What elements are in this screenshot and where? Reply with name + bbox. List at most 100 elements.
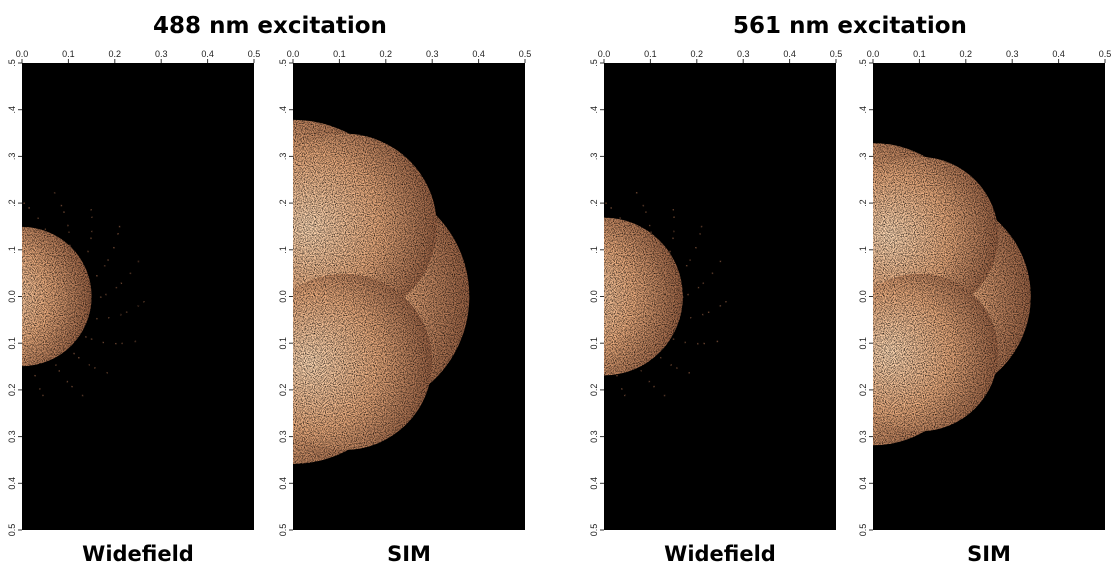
speckle-dot xyxy=(91,216,93,218)
x-tick-label: 0.0 xyxy=(867,49,880,59)
speckle-dot xyxy=(544,332,546,334)
x-tick-label: 0.2 xyxy=(960,49,973,59)
speckle-dot xyxy=(670,364,672,366)
speckle-dot xyxy=(71,385,73,388)
speckle-dot xyxy=(85,336,87,338)
speckle-dot xyxy=(37,217,39,219)
speckle-dot xyxy=(703,342,705,345)
speckle-dot xyxy=(687,293,689,296)
y-tick-label: .3 xyxy=(278,153,288,161)
speckle-dot xyxy=(9,355,11,357)
y-tick-label: .3 xyxy=(589,153,599,161)
x-tick-label: 0.0 xyxy=(16,49,29,59)
speckle-dot xyxy=(580,275,582,277)
x-tick-label: 0.5 xyxy=(248,49,261,59)
x-tick-label: 0.3 xyxy=(155,49,168,59)
speckle-dot xyxy=(107,317,110,319)
speckle-dot xyxy=(689,259,691,261)
speckle-dot xyxy=(118,225,121,228)
speckle-dot xyxy=(0,297,1,299)
x-tick-label: 0.1 xyxy=(913,49,926,59)
y-tick-label: .1 xyxy=(589,246,599,254)
speckle-dot xyxy=(117,233,119,235)
x-tick-label: 0.5 xyxy=(519,49,532,59)
panel-label: Widefield xyxy=(82,542,194,566)
speckle-dot xyxy=(87,250,89,253)
speckle-dot xyxy=(42,394,44,397)
speckle-dot xyxy=(649,224,651,227)
speckle-dot xyxy=(591,255,593,257)
y-tick-label: .5 xyxy=(589,59,599,67)
speckle-dot xyxy=(103,265,106,267)
speckle-dot xyxy=(67,224,69,227)
speckle-dot xyxy=(3,253,5,255)
speckle-dot xyxy=(99,296,102,298)
speckle-dot xyxy=(34,374,36,377)
speckle-dot xyxy=(571,302,573,304)
speckle-dot xyxy=(90,209,93,211)
speckle-dot xyxy=(616,374,618,377)
speckle-dot xyxy=(590,369,592,371)
y-tick-label: .4 xyxy=(7,106,17,114)
speckle-dot xyxy=(696,342,699,345)
speckle-dot xyxy=(129,272,132,275)
speckle-dot xyxy=(134,340,137,343)
psf-lobe xyxy=(293,273,433,451)
psf-lobe xyxy=(22,226,92,367)
x-tick-label: 0.1 xyxy=(62,49,75,59)
x-tick-label: 0.1 xyxy=(644,49,657,59)
speckle-dot xyxy=(94,367,96,369)
x-tick-label: 0.3 xyxy=(1006,49,1019,59)
psf-lobe xyxy=(604,217,683,376)
speckle-dot xyxy=(645,211,647,213)
speckle-dot xyxy=(624,394,626,397)
y-tick-label: 0.3 xyxy=(589,430,599,443)
psf-lobe xyxy=(873,273,999,432)
y-tick-label: 0.1 xyxy=(278,337,288,350)
speckle-dot xyxy=(642,204,645,207)
speckle-dot xyxy=(9,255,11,257)
y-tick-label: 0.0 xyxy=(589,290,599,303)
speckle-dot xyxy=(701,313,704,316)
speckle-dot xyxy=(695,246,697,249)
speckle-dot xyxy=(114,342,117,345)
speckle-dot xyxy=(548,326,550,328)
speckle-dot xyxy=(63,211,65,213)
speckle-dot xyxy=(58,370,61,372)
speckle-dot xyxy=(672,237,674,240)
speckle-dot xyxy=(673,230,675,233)
x-tick-label: 0.5 xyxy=(830,49,843,59)
y-tick-label: .3 xyxy=(7,153,17,161)
psf-image xyxy=(0,191,145,397)
x-tick-label: 0.1 xyxy=(333,49,346,59)
speckle-dot xyxy=(619,217,621,219)
y-tick-label: 0.0 xyxy=(858,290,868,303)
panel: 0.0 0.1 0.2 0.3 0.4 0.5 .5 .4 .3 .2 .1 0.0 0.1 0.2 0.3… xyxy=(858,49,1111,566)
y-tick-label: .5 xyxy=(7,59,17,67)
x-tick-label: 0.4 xyxy=(472,49,485,59)
speckle-dot xyxy=(585,253,587,255)
speckle-dot xyxy=(700,225,703,228)
speckle-dot xyxy=(672,209,675,211)
y-tick-label: 0.2 xyxy=(589,384,599,397)
speckle-dot xyxy=(582,297,584,299)
speckle-dot xyxy=(621,388,623,390)
speckle-dot xyxy=(102,341,105,344)
speckle-dot xyxy=(60,204,63,207)
speckle-dot xyxy=(91,230,93,233)
y-tick-label: .4 xyxy=(589,106,599,114)
psf-image xyxy=(544,191,727,397)
speckle-dot xyxy=(573,250,575,252)
y-tick-label: 0.4 xyxy=(7,477,17,490)
y-tick-label: 0.5 xyxy=(858,524,868,537)
speckle-dot xyxy=(582,223,584,225)
speckle-dot xyxy=(605,202,607,205)
y-tick-label: .1 xyxy=(278,246,288,254)
y-tick-label: .3 xyxy=(858,153,868,161)
speckle-dot xyxy=(591,355,593,357)
y-tick-label: .5 xyxy=(858,59,868,67)
speckle-dot xyxy=(0,323,1,325)
speckle-dot xyxy=(69,244,71,247)
speckle-dot xyxy=(96,275,98,277)
